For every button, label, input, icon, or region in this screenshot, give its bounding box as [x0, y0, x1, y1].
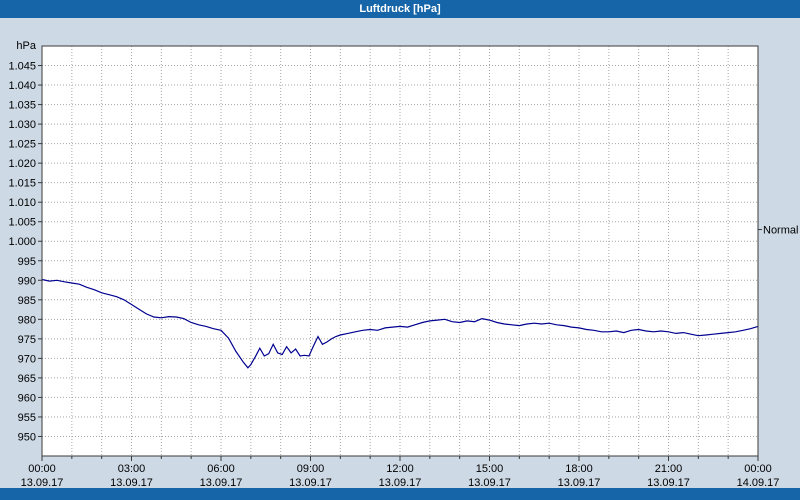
- pressure-line: [41, 278, 759, 369]
- y-tick-label: 950: [18, 431, 36, 443]
- x-tick-date-label: 13.09.17: [558, 477, 601, 488]
- y-tick-label: 970: [18, 353, 36, 365]
- y-tick-label: 1.015: [8, 178, 36, 190]
- x-tick-date-label: 13.09.17: [379, 477, 422, 488]
- x-axis: 00:00 13.09.17 03:00 13.09.17 06:00 13.09.17 0…: [21, 456, 780, 488]
- x-tick-date-label: 13.09.17: [468, 477, 511, 488]
- y-tick-label: 965: [18, 373, 36, 385]
- y-tick-label: 1.030: [8, 119, 36, 131]
- x-tick-date-label: 13.09.17: [21, 477, 64, 488]
- y-tick-label: 1.040: [8, 80, 36, 92]
- x-tick-date-label: 13.09.17: [110, 477, 153, 488]
- x-tick-time-label: 09:00: [297, 463, 325, 475]
- x-tick-time-label: 18:00: [565, 463, 593, 475]
- y-axis: 1.045 1.040 1.035 1.030 1.025 1.020 1.015 1.010…: [8, 40, 42, 443]
- x-tick-time-label: 15:00: [476, 463, 504, 475]
- pressure-chart: 1.045 1.040 1.035 1.030 1.025 1.020 1.015 1.010…: [8, 40, 798, 488]
- y-tick-label: 1.025: [8, 139, 36, 151]
- y-tick-label: 1.035: [8, 100, 36, 112]
- y-tick-label: 980: [18, 314, 36, 326]
- x-tick-date-label: 13.09.17: [647, 477, 690, 488]
- y-axis-unit: hPa: [16, 40, 36, 52]
- y-tick-label: 1.005: [8, 217, 36, 229]
- x-tick-time-label: 21:00: [655, 463, 683, 475]
- y-tick-label: 955: [18, 412, 36, 424]
- bottom-bar: [0, 488, 800, 500]
- title-bar: Luftdruck [hPa]: [0, 0, 800, 18]
- window-title: Luftdruck [hPa]: [359, 3, 441, 15]
- y-tick-label: 1.010: [8, 197, 36, 209]
- x-tick-date-label: 14.09.17: [737, 477, 780, 488]
- grid-lines: [42, 46, 758, 456]
- y-tick-label: 985: [18, 295, 36, 307]
- x-tick-time-label: 06:00: [207, 463, 235, 475]
- y-tick-label: 960: [18, 392, 36, 404]
- y-tick-label: 995: [18, 256, 36, 268]
- x-tick-time-label: 12:00: [386, 463, 414, 475]
- y-tick-label: 1.000: [8, 236, 36, 248]
- y-tick-label: 990: [18, 275, 36, 287]
- x-tick-time-label: 00:00: [28, 463, 56, 475]
- normal-annotation: Normal: [758, 225, 798, 237]
- x-tick-date-label: 13.09.17: [289, 477, 332, 488]
- y-tick-label: 975: [18, 334, 36, 346]
- chart-area: 1.045 1.040 1.035 1.030 1.025 1.020 1.015 1.010…: [0, 18, 800, 488]
- y-tick-label: 1.045: [8, 61, 36, 73]
- x-tick-time-label: 03:00: [118, 463, 146, 475]
- y-tick-label: 1.020: [8, 158, 36, 170]
- x-tick-date-label: 13.09.17: [200, 477, 243, 488]
- normal-label: Normal: [763, 225, 798, 237]
- x-tick-time-label: 00:00: [744, 463, 772, 475]
